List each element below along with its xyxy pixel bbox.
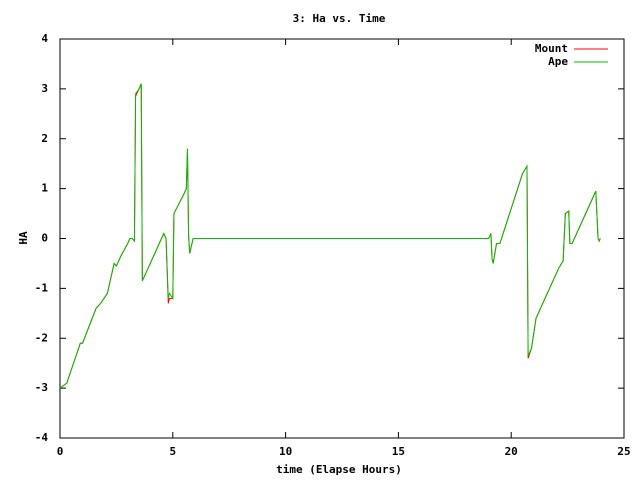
y-tick-label: 2 bbox=[41, 132, 48, 145]
y-tick-label: 4 bbox=[41, 32, 48, 45]
x-tick-label: 20 bbox=[505, 445, 518, 458]
x-tick-label: 15 bbox=[392, 445, 405, 458]
x-tick-label: 10 bbox=[279, 445, 292, 458]
y-tick-label: 0 bbox=[41, 232, 48, 245]
y-tick-label: -2 bbox=[35, 331, 48, 344]
y-tick-label: -4 bbox=[35, 431, 49, 444]
chart-title: 3: Ha vs. Time bbox=[293, 12, 386, 25]
x-tick-label: 5 bbox=[169, 445, 176, 458]
y-tick-label: 3 bbox=[41, 82, 48, 95]
y-tick-label: 1 bbox=[41, 182, 48, 195]
legend-label: Mount bbox=[535, 42, 568, 55]
y-tick-label: -1 bbox=[35, 281, 49, 294]
x-axis-label: time (Elapse Hours) bbox=[276, 463, 402, 476]
x-tick-label: 25 bbox=[617, 445, 630, 458]
data-line bbox=[59, 83, 601, 389]
legend-label: Ape bbox=[548, 55, 568, 68]
y-axis-label: HA bbox=[17, 231, 30, 245]
x-tick-label: 0 bbox=[57, 445, 64, 458]
y-tick-label: -3 bbox=[35, 381, 48, 394]
